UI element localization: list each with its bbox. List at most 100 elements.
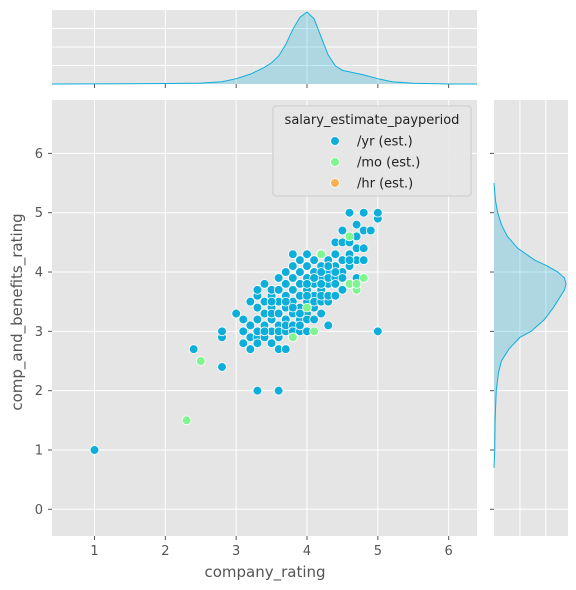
scatter-point bbox=[252, 302, 263, 313]
scatter-point bbox=[358, 207, 369, 218]
scatter-point bbox=[273, 285, 284, 295]
scatter-point bbox=[259, 279, 270, 289]
scatter-point bbox=[288, 273, 298, 283]
scatter-point bbox=[295, 308, 305, 319]
x-axis-title: company_rating bbox=[204, 563, 325, 582]
scatter-point bbox=[295, 320, 305, 331]
legend-title: salary_estimate_payperiod bbox=[285, 113, 460, 128]
x-tick-label: 2 bbox=[161, 544, 169, 559]
y-tick-label: 2 bbox=[35, 384, 43, 399]
scatter-point bbox=[259, 326, 270, 337]
scatter-point bbox=[245, 344, 256, 354]
legend-marker bbox=[330, 157, 340, 167]
scatter-point bbox=[316, 267, 326, 277]
scatter-point bbox=[245, 320, 256, 331]
x-tick-label: 3 bbox=[232, 544, 240, 559]
scatter-point bbox=[337, 225, 348, 236]
top-kde-fill bbox=[52, 12, 477, 84]
scatter-point bbox=[181, 415, 192, 426]
legend: salary_estimate_payperiod/yr (est.) /mo (… bbox=[272, 105, 472, 197]
scatter-point bbox=[302, 249, 312, 260]
scatter-point bbox=[351, 219, 362, 230]
x-tick-label: 1 bbox=[90, 544, 98, 559]
scatter-point bbox=[288, 249, 298, 260]
scatter-point bbox=[373, 326, 383, 337]
scatter-point bbox=[302, 261, 312, 271]
scatter-point bbox=[273, 385, 284, 396]
scatter-point bbox=[238, 338, 249, 349]
scatter-point bbox=[309, 326, 319, 337]
x-tick-label: 6 bbox=[445, 544, 453, 559]
scatter-point bbox=[358, 243, 369, 254]
scatter-point bbox=[273, 273, 284, 283]
scatter-point bbox=[316, 279, 326, 289]
scatter-point bbox=[358, 273, 369, 283]
scatter-point bbox=[273, 308, 284, 319]
scatter-point bbox=[295, 267, 305, 277]
scatter-point bbox=[302, 279, 312, 289]
scatter-point bbox=[323, 261, 334, 271]
scatter-point bbox=[238, 314, 249, 325]
scatter-point bbox=[252, 338, 263, 349]
y-tick-label: 0 bbox=[35, 503, 43, 518]
scatter-point bbox=[373, 207, 383, 218]
y-tick-label: 5 bbox=[35, 206, 43, 221]
top-marginal-panel bbox=[51, 10, 477, 88]
scatter-point bbox=[188, 344, 199, 354]
right-kde-fill bbox=[494, 183, 566, 468]
scatter-point bbox=[309, 273, 319, 283]
scatter-point bbox=[280, 296, 291, 307]
scatter-point bbox=[330, 249, 341, 260]
right-kde-line bbox=[493, 183, 567, 468]
scatter-point bbox=[245, 296, 256, 307]
scatter-point bbox=[288, 302, 298, 313]
scatter-point bbox=[280, 267, 291, 277]
scatter-point bbox=[337, 285, 348, 295]
legend-box bbox=[272, 105, 472, 197]
legend-label: /hr (est.) bbox=[357, 177, 413, 192]
y-tick-label: 6 bbox=[35, 147, 43, 162]
scatter-point bbox=[252, 285, 263, 295]
legend-label: /mo (est.) bbox=[357, 156, 420, 171]
legend-label: /yr (est.) bbox=[357, 135, 413, 150]
scatter-point bbox=[302, 290, 312, 301]
right-plot-background bbox=[494, 100, 568, 536]
top-kde-line bbox=[51, 11, 477, 85]
y-tick-label: 1 bbox=[35, 443, 43, 458]
scatter-point bbox=[316, 249, 326, 260]
scatter-point bbox=[323, 320, 334, 331]
scatter-point bbox=[302, 302, 312, 313]
scatter-point bbox=[344, 231, 355, 242]
scatter-point bbox=[288, 332, 298, 343]
scatter-point bbox=[217, 362, 227, 372]
scatter-point bbox=[288, 285, 298, 295]
scatter-point bbox=[337, 273, 348, 283]
scatter-point bbox=[280, 279, 291, 289]
scatter-point bbox=[231, 308, 241, 319]
scatter-point bbox=[365, 225, 376, 236]
scatter-point bbox=[195, 356, 206, 366]
scatter-point bbox=[295, 255, 305, 265]
scatter-point bbox=[280, 344, 291, 354]
scatter-point bbox=[344, 255, 355, 265]
y-tick-label: 4 bbox=[35, 266, 43, 281]
scatter-point bbox=[288, 261, 298, 271]
scatter-point bbox=[330, 279, 341, 289]
scatter-point bbox=[217, 326, 227, 337]
y-axis-title: comp_and_benefits_rating bbox=[8, 213, 27, 410]
scatter-point bbox=[309, 255, 319, 265]
scatter-point bbox=[238, 326, 249, 337]
legend-marker bbox=[330, 178, 340, 188]
scatter-point bbox=[330, 290, 341, 301]
scatter-point bbox=[309, 314, 319, 325]
scatter-point bbox=[252, 385, 263, 396]
x-tick-label: 5 bbox=[374, 544, 382, 559]
scatter-point bbox=[266, 296, 277, 307]
legend-marker bbox=[330, 136, 340, 146]
scatter-point bbox=[89, 445, 100, 455]
y-tick-label: 3 bbox=[35, 325, 43, 340]
scatter-point bbox=[344, 207, 355, 218]
x-tick-label: 4 bbox=[303, 544, 311, 559]
scatter-point bbox=[351, 279, 362, 289]
